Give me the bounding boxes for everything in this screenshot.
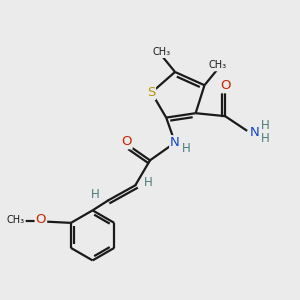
Text: CH₃: CH₃ xyxy=(153,47,171,57)
Text: CH₃: CH₃ xyxy=(209,61,227,70)
Text: CH₃: CH₃ xyxy=(7,215,25,225)
Text: H: H xyxy=(182,142,190,155)
Text: S: S xyxy=(147,86,155,99)
Text: N: N xyxy=(250,126,260,139)
Text: H: H xyxy=(261,132,270,145)
Text: H: H xyxy=(261,119,270,132)
Text: O: O xyxy=(36,213,46,226)
Text: O: O xyxy=(220,79,230,92)
Text: N: N xyxy=(170,136,180,149)
Text: H: H xyxy=(144,176,153,189)
Text: H: H xyxy=(91,188,100,201)
Text: O: O xyxy=(121,135,132,148)
